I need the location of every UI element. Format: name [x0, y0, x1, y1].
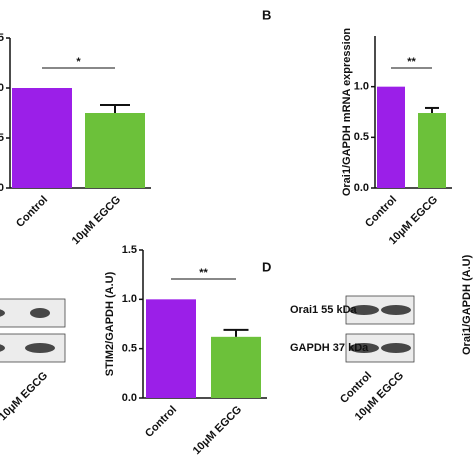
bar — [146, 299, 196, 398]
y-tick-label: 1.5 — [0, 32, 4, 44]
x-tick-label: Control — [363, 194, 399, 230]
blot-band — [30, 308, 50, 318]
bar — [12, 88, 72, 188]
bar — [85, 113, 145, 188]
blot-band — [381, 343, 411, 353]
y-tick-label: 0.0 — [0, 182, 4, 194]
y-tick-label: 0.0 — [122, 392, 137, 404]
panel-label: D — [262, 259, 271, 274]
blot-band — [0, 309, 5, 317]
y-tick-label: 1.5 — [122, 244, 137, 256]
bar — [418, 113, 446, 188]
band-label: GAPDH 37 kDa — [290, 342, 369, 354]
y-tick-label: 0.5 — [0, 132, 4, 144]
bar — [211, 336, 261, 398]
lane-label: 10μM EGCG — [0, 370, 50, 423]
x-tick-label: Control — [143, 404, 179, 440]
y-tick-label: 0.5 — [354, 131, 369, 143]
x-tick-label: 10μM EGCG — [191, 404, 244, 457]
x-tick-label: Control — [14, 194, 50, 230]
blot-band — [349, 343, 379, 353]
y-axis-label: Orai1/GAPDH (A.U) — [461, 254, 473, 355]
blot-band — [381, 305, 411, 315]
y-tick-label: 1.0 — [354, 81, 369, 93]
y-axis-label: STIM2/GAPDH (A.U) — [104, 271, 116, 376]
significance: ** — [199, 267, 208, 279]
blot-band — [349, 305, 379, 315]
y-tick-label: 1.0 — [122, 293, 137, 305]
y-tick-label: 1.0 — [0, 82, 4, 94]
band-label: Orai1 55 kDa — [290, 304, 358, 316]
y-tick-label: 0.0 — [354, 182, 369, 194]
bar — [377, 86, 405, 188]
blot-band — [0, 344, 5, 352]
x-tick-label: 10μM EGCG — [70, 194, 123, 247]
y-tick-label: 0.5 — [122, 343, 137, 355]
panel-label: B — [262, 7, 271, 22]
significance: ** — [407, 56, 416, 68]
blot-band — [25, 343, 55, 353]
significance: * — [76, 56, 81, 68]
y-axis-label: Orai1/GAPDH mRNA expression — [341, 28, 353, 197]
